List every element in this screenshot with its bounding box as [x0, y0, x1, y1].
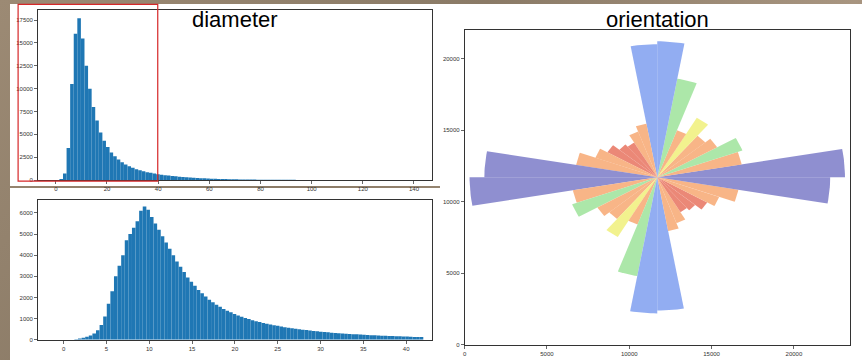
svg-text:5000: 5000: [20, 231, 34, 237]
svg-text:0: 0: [54, 186, 58, 192]
svg-text:0: 0: [62, 346, 66, 352]
svg-text:20: 20: [232, 346, 239, 352]
svg-text:0: 0: [463, 351, 467, 357]
svg-text:40: 40: [403, 346, 410, 352]
svg-text:40: 40: [155, 186, 162, 192]
svg-text:30: 30: [317, 346, 324, 352]
svg-text:2500: 2500: [20, 154, 34, 160]
svg-text:17500: 17500: [16, 17, 33, 23]
svg-text:10000: 10000: [16, 86, 33, 92]
svg-text:5: 5: [105, 346, 109, 352]
svg-text:0: 0: [30, 337, 34, 343]
svg-text:80: 80: [257, 186, 264, 192]
svg-text:0: 0: [456, 342, 460, 348]
svg-text:20000: 20000: [443, 56, 460, 62]
svg-text:1000: 1000: [20, 316, 34, 322]
svg-text:100: 100: [307, 186, 318, 192]
svg-text:10000: 10000: [621, 351, 638, 357]
svg-text:35: 35: [360, 346, 367, 352]
svg-text:10000: 10000: [443, 199, 460, 205]
svg-text:5000: 5000: [20, 131, 34, 137]
svg-text:5000: 5000: [446, 270, 460, 276]
svg-text:120: 120: [358, 186, 369, 192]
svg-text:60: 60: [206, 186, 213, 192]
svg-text:7500: 7500: [20, 109, 34, 115]
svg-text:10: 10: [146, 346, 153, 352]
svg-text:15000: 15000: [703, 351, 720, 357]
svg-text:6000: 6000: [20, 210, 34, 216]
svg-text:15: 15: [189, 346, 196, 352]
svg-text:20: 20: [104, 186, 111, 192]
svg-text:orientation: orientation: [606, 7, 709, 32]
svg-text:5000: 5000: [540, 351, 554, 357]
svg-text:20000: 20000: [786, 351, 803, 357]
svg-text:4000: 4000: [20, 252, 34, 258]
svg-text:2000: 2000: [20, 295, 34, 301]
svg-text:3000: 3000: [20, 273, 34, 279]
svg-text:25: 25: [274, 346, 281, 352]
svg-text:12500: 12500: [16, 63, 33, 69]
svg-text:0: 0: [30, 177, 34, 183]
svg-text:15000: 15000: [16, 40, 33, 46]
svg-text:15000: 15000: [443, 127, 460, 133]
svg-text:140: 140: [409, 186, 420, 192]
svg-text:diameter: diameter: [192, 7, 278, 32]
